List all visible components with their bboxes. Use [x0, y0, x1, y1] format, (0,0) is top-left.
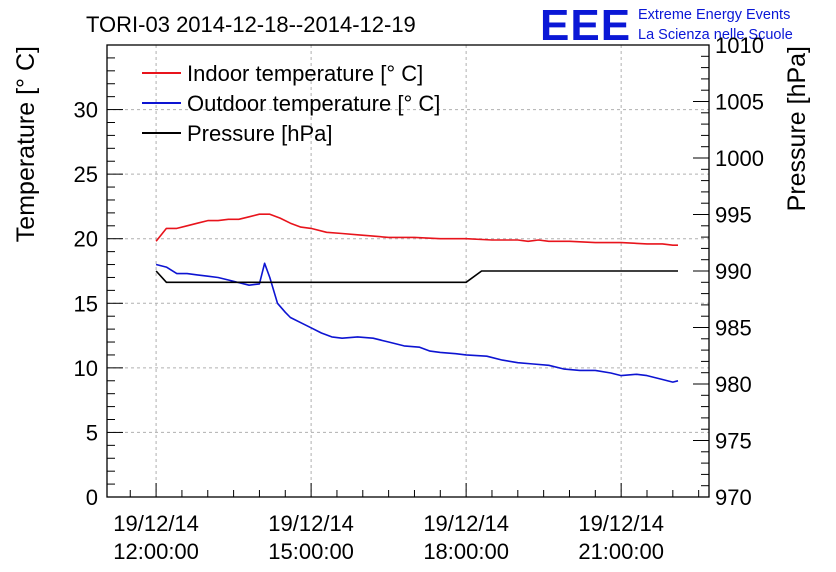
- grid-lines: [107, 45, 709, 497]
- x-tick-label-date: 19/12/14: [578, 511, 664, 536]
- y-tick-label: 10: [74, 356, 98, 381]
- x-tick-label-time: 15:00:00: [268, 539, 354, 564]
- logo-line2: La Scienza nelle Scuole: [638, 27, 793, 43]
- y2-tick-label: 1000: [715, 146, 764, 171]
- y2-tick-label: 1010: [715, 33, 764, 58]
- y-tick-label: 0: [86, 485, 98, 510]
- x-tick-label-date: 19/12/14: [268, 511, 354, 536]
- y-axis-label: Temperature [° C]: [12, 46, 40, 242]
- axes: 19/12/14 12:00:00 19/12/14 15:00:00 19/12/14…: [74, 33, 764, 564]
- legend-label: Pressure [hPa]: [187, 121, 333, 146]
- eee-logo: EEE Extreme Energy Events La Scienza nel…: [540, 1, 793, 50]
- legend: Indoor temperature [° C] Outdoor temperat…: [142, 61, 440, 146]
- y2-tick-label: 970: [715, 485, 752, 510]
- x-tick-label-date: 19/12/14: [423, 511, 509, 536]
- y-tick-label: 30: [74, 98, 98, 123]
- legend-label: Outdoor temperature [° C]: [187, 91, 440, 116]
- x-tick-label-time: 12:00:00: [113, 539, 199, 564]
- logo-letters: EEE: [540, 1, 631, 50]
- x-tick-label-date: 19/12/14: [113, 511, 199, 536]
- y-tick-label: 15: [74, 291, 98, 316]
- y2-axis-label: Pressure [hPa]: [783, 46, 811, 211]
- y2-tick-label: 1005: [715, 90, 764, 115]
- chart-title: TORI-03 2014-12-18--2014-12-19: [86, 12, 416, 37]
- y-tick-label: 5: [86, 420, 98, 445]
- legend-label: Indoor temperature [° C]: [187, 61, 423, 86]
- y2-tick-label: 975: [715, 429, 752, 454]
- y2-tick-label: 990: [715, 259, 752, 284]
- series-line-1: [155, 213, 678, 246]
- y2-tick-label: 995: [715, 203, 752, 228]
- series-line-3: [155, 270, 678, 284]
- series-lines: [155, 213, 679, 383]
- y2-tick-label: 985: [715, 316, 752, 341]
- logo-line1: Extreme Energy Events: [638, 7, 790, 23]
- series-line-2: [155, 262, 679, 383]
- x-tick-label-time: 21:00:00: [578, 539, 664, 564]
- y-tick-label: 25: [74, 162, 98, 187]
- y-tick-label: 20: [74, 227, 98, 252]
- y2-tick-label: 980: [715, 372, 752, 397]
- x-tick-label-time: 18:00:00: [423, 539, 509, 564]
